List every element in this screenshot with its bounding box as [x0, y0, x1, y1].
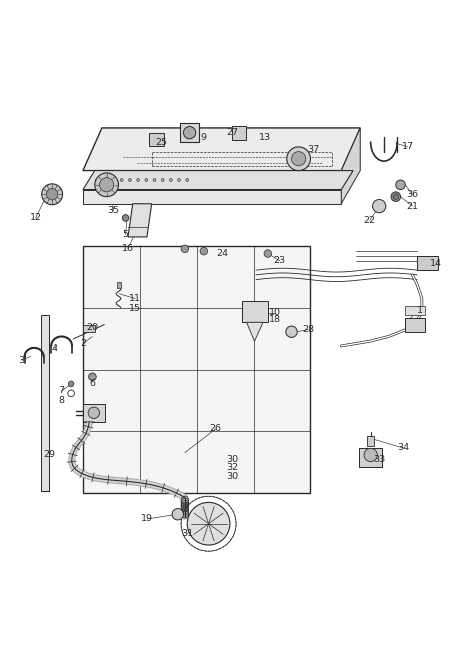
Bar — [232, 126, 246, 140]
Circle shape — [161, 179, 164, 181]
Text: 9: 9 — [201, 133, 207, 142]
Text: 22: 22 — [364, 216, 376, 225]
Text: 23: 23 — [273, 256, 286, 265]
Text: 32: 32 — [226, 463, 238, 472]
Text: 18: 18 — [269, 315, 281, 324]
Text: 24: 24 — [217, 249, 229, 258]
Bar — [83, 404, 105, 422]
Circle shape — [46, 188, 58, 200]
Polygon shape — [128, 204, 152, 237]
Circle shape — [287, 147, 310, 171]
Circle shape — [89, 373, 96, 381]
Text: 28: 28 — [302, 325, 314, 334]
Circle shape — [364, 449, 377, 462]
Text: 13: 13 — [259, 133, 272, 142]
Circle shape — [122, 215, 129, 221]
Circle shape — [100, 178, 114, 192]
Circle shape — [172, 509, 183, 520]
Text: 20: 20 — [86, 322, 99, 332]
Bar — [367, 436, 374, 447]
Text: 1: 1 — [417, 306, 422, 315]
Bar — [417, 256, 438, 270]
Bar — [359, 448, 382, 467]
Text: 12: 12 — [29, 213, 42, 222]
Circle shape — [264, 250, 272, 257]
Circle shape — [120, 179, 123, 181]
Circle shape — [286, 326, 297, 337]
Text: 4: 4 — [52, 344, 57, 353]
Text: 8: 8 — [59, 396, 64, 405]
Circle shape — [112, 179, 115, 181]
Circle shape — [200, 247, 208, 255]
Circle shape — [292, 152, 306, 166]
Text: 26: 26 — [210, 424, 222, 434]
Circle shape — [95, 173, 118, 197]
Circle shape — [186, 179, 189, 181]
Bar — [405, 318, 425, 332]
Text: 3: 3 — [18, 356, 24, 365]
Text: 10: 10 — [269, 308, 281, 317]
Bar — [242, 301, 268, 322]
Text: 29: 29 — [44, 451, 56, 460]
Text: 14: 14 — [430, 258, 442, 267]
Text: 11: 11 — [129, 294, 141, 303]
Text: 5: 5 — [123, 230, 128, 239]
Circle shape — [104, 179, 107, 181]
Circle shape — [373, 199, 386, 213]
Bar — [180, 123, 199, 142]
Circle shape — [183, 126, 196, 139]
Text: 27: 27 — [226, 128, 238, 137]
Text: 16: 16 — [122, 245, 134, 253]
Circle shape — [88, 407, 100, 419]
Circle shape — [396, 180, 405, 190]
Text: 36: 36 — [406, 190, 419, 199]
Bar — [83, 324, 95, 332]
Polygon shape — [83, 190, 341, 204]
Text: 25: 25 — [155, 137, 167, 146]
Circle shape — [393, 194, 399, 199]
Circle shape — [178, 179, 181, 181]
Bar — [83, 247, 310, 493]
Circle shape — [145, 179, 148, 181]
Circle shape — [137, 179, 139, 181]
Bar — [149, 133, 164, 146]
Circle shape — [391, 192, 401, 201]
Text: 37: 37 — [307, 145, 319, 154]
Text: 33: 33 — [373, 455, 385, 464]
Polygon shape — [341, 128, 360, 204]
Text: 15: 15 — [129, 303, 141, 313]
Text: 19: 19 — [141, 515, 153, 523]
Polygon shape — [246, 322, 263, 341]
Text: 34: 34 — [397, 443, 409, 453]
Text: 35: 35 — [108, 207, 120, 215]
Text: 2: 2 — [80, 339, 86, 348]
Text: 17: 17 — [401, 143, 414, 151]
Bar — [405, 305, 425, 315]
Text: 30: 30 — [226, 455, 238, 464]
Circle shape — [187, 502, 230, 545]
Polygon shape — [83, 128, 360, 171]
Circle shape — [96, 179, 99, 181]
Text: 21: 21 — [406, 201, 419, 211]
Circle shape — [153, 179, 156, 181]
Circle shape — [128, 179, 131, 181]
Circle shape — [42, 184, 63, 205]
Circle shape — [68, 381, 74, 387]
Bar — [117, 283, 121, 288]
Text: 31: 31 — [181, 528, 193, 538]
Text: 6: 6 — [90, 379, 95, 388]
Circle shape — [169, 179, 172, 181]
Bar — [41, 315, 49, 490]
Text: 7: 7 — [59, 387, 64, 396]
Text: 30: 30 — [226, 472, 238, 481]
Polygon shape — [83, 171, 353, 190]
Circle shape — [181, 245, 189, 252]
